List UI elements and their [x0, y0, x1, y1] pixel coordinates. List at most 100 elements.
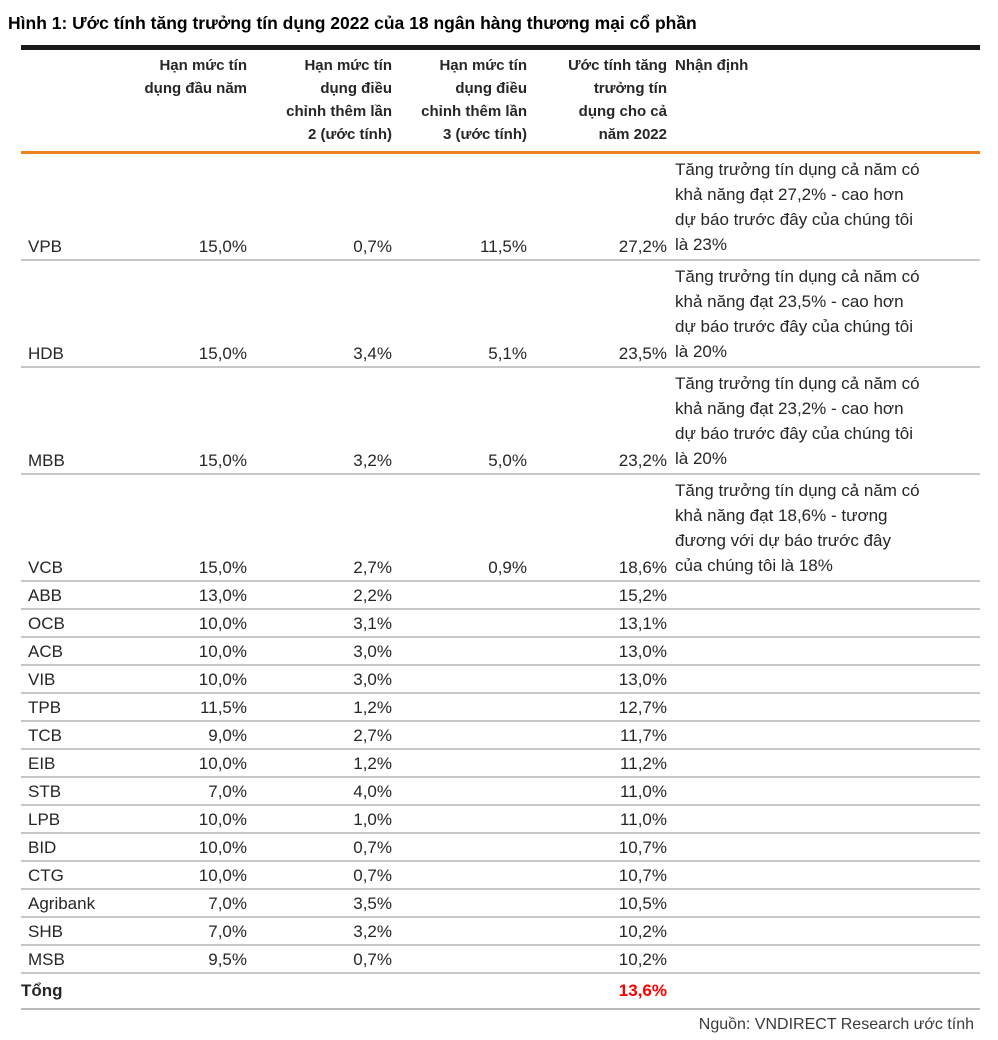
adjustment-2-value: 2,7%	[247, 474, 392, 582]
table-row: BID 10,0% 0,7% 10,7%	[21, 833, 980, 862]
comment-text	[667, 665, 980, 694]
table-row: VCB 15,0% 2,7% 0,9% 18,6% Tăng trưởng tín dụn…	[21, 474, 980, 582]
header-comment: Nhận định	[667, 47, 980, 154]
source-note: Nguồn: VNDIRECT Research ước tính	[698, 1016, 974, 1033]
table-body: VPB 15,0% 0,7% 11,5% 27,2% Tăng trưởng tín dụ…	[21, 152, 980, 1010]
comment-text	[667, 833, 980, 862]
initial-quota-value: 10,0%	[131, 833, 247, 862]
table-row: CTG 10,0% 0,7% 10,7%	[21, 861, 980, 890]
bank-name: Agribank	[21, 889, 131, 918]
header-full-year-estimate: Ước tính tăng trưởng tín dụng cho cả năm…	[527, 47, 667, 154]
initial-quota-value: 9,0%	[131, 721, 247, 750]
comment-text	[667, 637, 980, 666]
table-row: EIB 10,0% 1,2% 11,2%	[21, 749, 980, 778]
adjustment-3-value: 11,5%	[392, 152, 527, 261]
header-row: Hạn mức tín dụng đầu năm Hạn mức tín dụn…	[21, 47, 980, 154]
total-label: Tổng	[21, 973, 131, 1010]
bank-name: ABB	[21, 581, 131, 610]
comment-text: Tăng trưởng tín dụng cả năm có khả năng …	[667, 260, 980, 368]
figure-title: Hình 1: Ước tính tăng trưởng tín dụng 20…	[8, 13, 697, 33]
adjustment-2-value: 2,7%	[247, 721, 392, 750]
table-row: ABB 13,0% 2,2% 15,2%	[21, 581, 980, 610]
comment-text	[667, 749, 980, 778]
full-year-estimate-value: 23,5%	[527, 260, 667, 368]
full-year-estimate-value: 10,2%	[527, 917, 667, 946]
adjustment-3-value	[392, 721, 527, 750]
full-year-estimate-value: 11,2%	[527, 749, 667, 778]
full-year-estimate-value: 15,2%	[527, 581, 667, 610]
table-row: MSB 9,5% 0,7% 10,2%	[21, 945, 980, 974]
table-row: SHB 7,0% 3,2% 10,2%	[21, 917, 980, 946]
bank-name: VCB	[21, 474, 131, 582]
adjustment-2-value: 0,7%	[247, 945, 392, 974]
adjustment-2-value: 0,7%	[247, 833, 392, 862]
table-row: HDB 15,0% 3,4% 5,1% 23,5% Tăng trưởng tín dụn…	[21, 260, 980, 368]
full-year-estimate-value: 11,7%	[527, 721, 667, 750]
full-year-estimate-value: 10,5%	[527, 889, 667, 918]
adjustment-3-value	[392, 777, 527, 806]
initial-quota-value: 13,0%	[131, 581, 247, 610]
total-full-year-value: 13,6%	[527, 973, 667, 1010]
adjustment-2-value: 1,2%	[247, 693, 392, 722]
adjustment-3-value	[392, 917, 527, 946]
full-year-estimate-value: 13,1%	[527, 609, 667, 638]
initial-quota-value: 10,0%	[131, 749, 247, 778]
comment-text	[667, 777, 980, 806]
bank-name: VPB	[21, 152, 131, 261]
table-row: MBB 15,0% 3,2% 5,0% 23,2% Tăng trưởng tín dụn…	[21, 367, 980, 475]
comment-text	[667, 945, 980, 974]
table-row: VPB 15,0% 0,7% 11,5% 27,2% Tăng trưởng tín dụ…	[21, 152, 980, 261]
table-row: STB 7,0% 4,0% 11,0%	[21, 777, 980, 806]
bank-name: STB	[21, 777, 131, 806]
full-year-estimate-value: 13,0%	[527, 665, 667, 694]
full-year-estimate-value: 10,2%	[527, 945, 667, 974]
comment-text: Tăng trưởng tín dụng cả năm có khả năng …	[667, 367, 980, 475]
bank-name: TPB	[21, 693, 131, 722]
table-row: VIB 10,0% 3,0% 13,0%	[21, 665, 980, 694]
bank-name: EIB	[21, 749, 131, 778]
full-year-estimate-value: 12,7%	[527, 693, 667, 722]
adjustment-3-value: 0,9%	[392, 474, 527, 582]
adjustment-2-value: 3,0%	[247, 665, 392, 694]
full-year-estimate-value: 10,7%	[527, 861, 667, 890]
initial-quota-value: 7,0%	[131, 917, 247, 946]
full-year-estimate-value: 27,2%	[527, 152, 667, 261]
table-row: LPB 10,0% 1,0% 11,0%	[21, 805, 980, 834]
adjustment-2-value: 3,1%	[247, 609, 392, 638]
comment-text	[667, 721, 980, 750]
adjustment-2-value: 3,2%	[247, 917, 392, 946]
header-adjustment-2: Hạn mức tín dụng điều chỉnh thêm lần 2 (…	[247, 47, 392, 154]
adjustment-2-value: 4,0%	[247, 777, 392, 806]
comment-text	[667, 889, 980, 918]
total-initial-quota	[131, 973, 247, 1010]
adjustment-3-value	[392, 609, 527, 638]
initial-quota-value: 15,0%	[131, 260, 247, 368]
initial-quota-value: 9,5%	[131, 945, 247, 974]
adjustment-3-value	[392, 665, 527, 694]
total-row: Tổng 13,6%	[21, 973, 980, 1010]
total-comment	[667, 973, 980, 1010]
total-adjustment-3	[392, 973, 527, 1010]
full-year-estimate-value: 23,2%	[527, 367, 667, 475]
adjustment-3-value	[392, 693, 527, 722]
bank-name: SHB	[21, 917, 131, 946]
comment-text	[667, 805, 980, 834]
adjustment-3-value	[392, 581, 527, 610]
bank-name: MSB	[21, 945, 131, 974]
adjustment-3-value	[392, 833, 527, 862]
comment-text	[667, 609, 980, 638]
adjustment-2-value: 3,5%	[247, 889, 392, 918]
full-year-estimate-value: 18,6%	[527, 474, 667, 582]
table-row: TPB 11,5% 1,2% 12,7%	[21, 693, 980, 722]
full-year-estimate-value: 11,0%	[527, 805, 667, 834]
initial-quota-value: 15,0%	[131, 474, 247, 582]
adjustment-2-value: 3,4%	[247, 260, 392, 368]
bank-name: TCB	[21, 721, 131, 750]
bank-name: OCB	[21, 609, 131, 638]
adjustment-3-value	[392, 945, 527, 974]
adjustment-2-value: 2,2%	[247, 581, 392, 610]
initial-quota-value: 7,0%	[131, 777, 247, 806]
adjustment-2-value: 0,7%	[247, 152, 392, 261]
comment-text: Tăng trưởng tín dụng cả năm có khả năng …	[667, 152, 980, 261]
full-year-estimate-value: 11,0%	[527, 777, 667, 806]
